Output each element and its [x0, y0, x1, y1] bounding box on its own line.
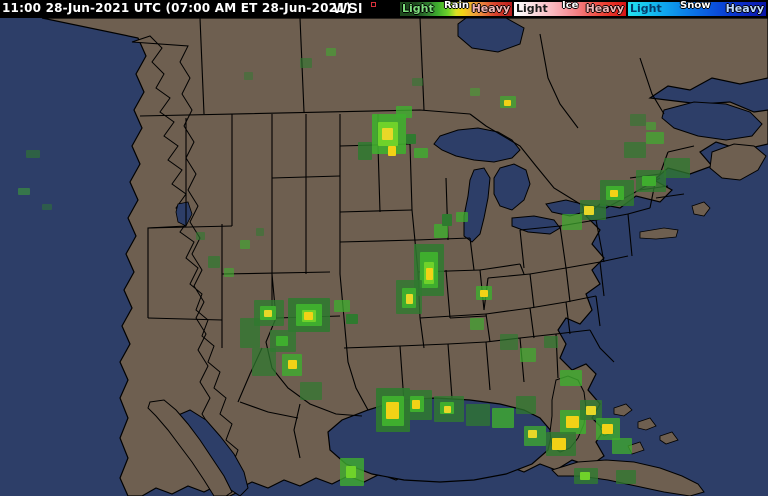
ice-light-label: Light — [516, 2, 548, 15]
snow-heavy-label: Heavy — [725, 2, 764, 15]
landmass-north-america — [41, 18, 768, 496]
wsi-logo: WSI — [333, 0, 363, 17]
legend-scale-snow: Light Heavy Snow — [628, 0, 766, 16]
radar-map[interactable] — [0, 18, 768, 496]
lake-superior — [433, 127, 521, 163]
lake-huron — [493, 163, 531, 211]
nova-scotia — [709, 143, 767, 181]
political-boundaries — [139, 18, 695, 459]
pacific-coast-detail — [131, 35, 245, 496]
snow-light-label: Light — [630, 2, 662, 15]
snow-gradient-bar — [628, 2, 766, 16]
header-bar: 11:00 28-Jun-2021 UTC (07:00 AM ET 28-Ju… — [0, 0, 768, 18]
ice-gradient-bar — [514, 2, 626, 16]
cape-cod — [691, 201, 711, 217]
hudson-bay-inlet — [457, 18, 525, 53]
rain-gradient-bar — [400, 2, 512, 16]
rain-type-label: Rain — [444, 0, 469, 11]
map-basemap — [0, 18, 768, 496]
legend-scale-rain: Light Heavy Rain — [400, 0, 512, 16]
timestamp-label: 11:00 28-Jun-2021 UTC (07:00 AM ET 28-Ju… — [2, 1, 352, 15]
long-island — [639, 227, 679, 240]
ice-type-label: Ice — [562, 0, 579, 11]
baja-california — [147, 399, 233, 496]
legend-scale-ice: Light Heavy Ice — [514, 0, 626, 16]
rain-light-label: Light — [402, 2, 434, 15]
ice-heavy-label: Heavy — [585, 2, 624, 15]
snow-type-label: Snow — [680, 0, 711, 11]
registered-trademark-icon — [371, 2, 376, 7]
lake-michigan — [463, 167, 491, 243]
radar-echo-layer — [0, 18, 768, 496]
gulf-st-lawrence — [661, 101, 763, 141]
rain-heavy-label: Heavy — [471, 2, 510, 15]
